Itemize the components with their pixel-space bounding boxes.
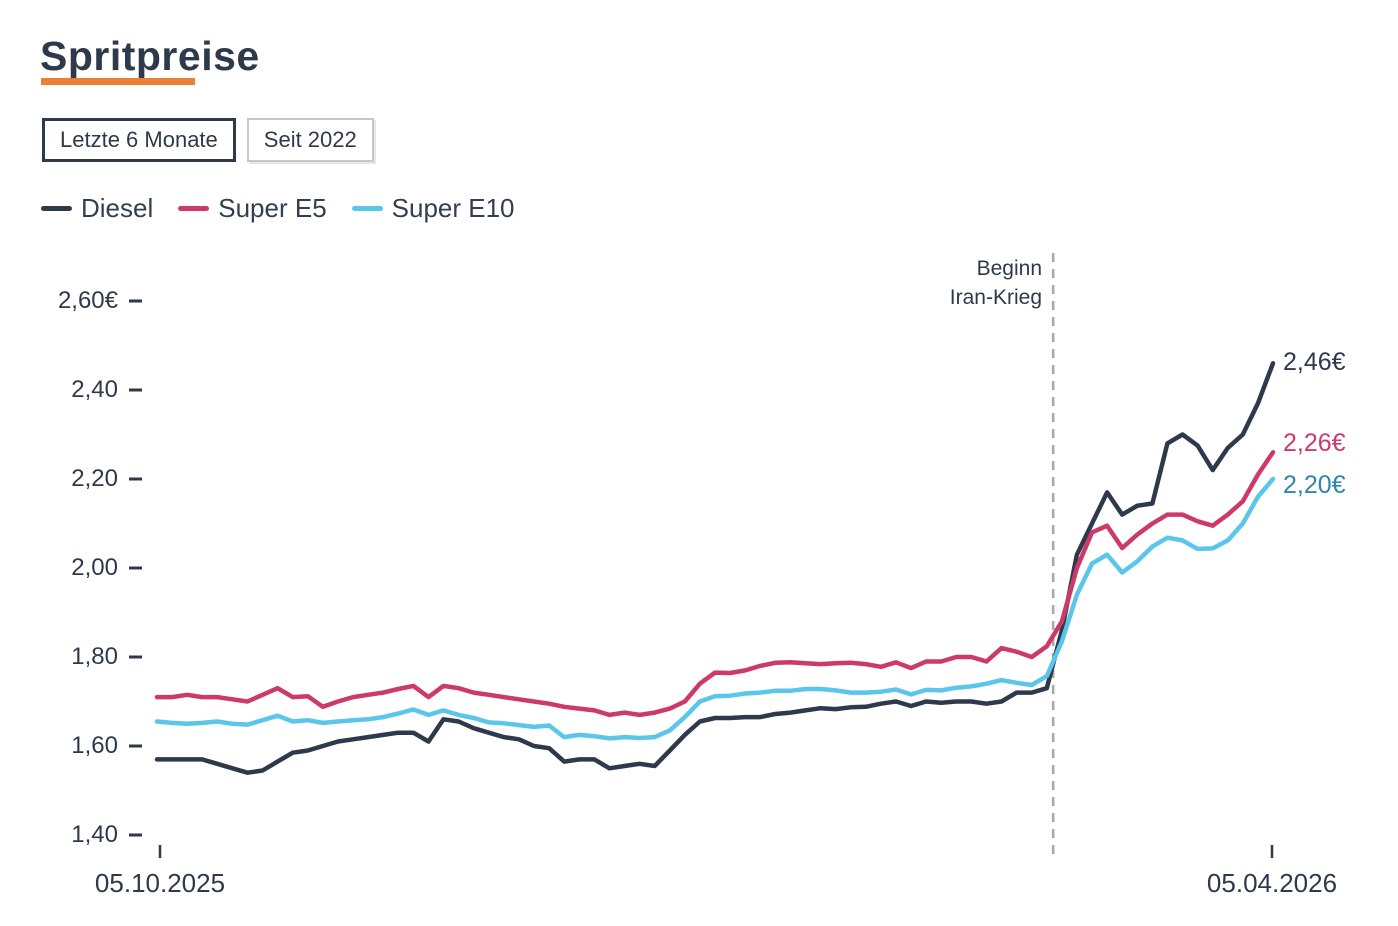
super-e10-line-swatch-icon (351, 206, 383, 211)
legend-item-super-e5: Super E5 (178, 193, 327, 224)
time-range-tabs: Letzte 6 Monate Seit 2022 (42, 118, 374, 162)
x-axis-label-end: 05.04.2026 (1206, 868, 1338, 898)
legend-item-super-e10: Super E10 (351, 193, 515, 224)
y-axis-label: 2,20 (71, 465, 118, 492)
event-annotation-line1: Beginn (976, 257, 1042, 280)
y-axis-label: 2,60€ (57, 287, 118, 314)
super-e10-end-value-label: 2,20€ (1283, 471, 1346, 499)
title-accent-bar (41, 78, 195, 85)
y-axis-label: 2,40 (71, 376, 118, 403)
x-axis-label-start: 05.10.2025 (94, 868, 226, 898)
diesel-line-swatch-icon (41, 206, 72, 211)
event-annotation-line2: Iran-Krieg (949, 286, 1042, 309)
y-axis-label: 1,80 (71, 643, 118, 670)
legend-label-super-e10: Super E10 (391, 193, 515, 223)
super-e10-line (154, 476, 1276, 741)
super-e5-line (154, 450, 1276, 718)
y-axis-label: 2,00 (71, 554, 118, 581)
chart-legend: Diesel Super E5 Super E10 (41, 193, 515, 224)
super-e5-line-swatch-icon (178, 206, 210, 211)
y-axis-label: 1,40 (71, 821, 118, 848)
legend-item-diesel: Diesel (41, 193, 153, 224)
diesel-end-value-label: 2,46€ (1283, 348, 1346, 377)
tab-since-2022[interactable]: Seit 2022 (246, 118, 374, 162)
legend-label-super-e5: Super E5 (218, 193, 327, 223)
tab-last-6-months[interactable]: Letzte 6 Monate (42, 118, 236, 162)
event-annotation: Beginn Iran-Krieg (950, 254, 1042, 312)
legend-label-diesel: Diesel (81, 193, 154, 223)
page-title: Spritpreise (40, 33, 260, 80)
diesel-line (154, 361, 1276, 775)
super-e5-end-value-label: 2,26€ (1283, 429, 1346, 458)
y-axis-label: 1,60 (71, 732, 118, 759)
